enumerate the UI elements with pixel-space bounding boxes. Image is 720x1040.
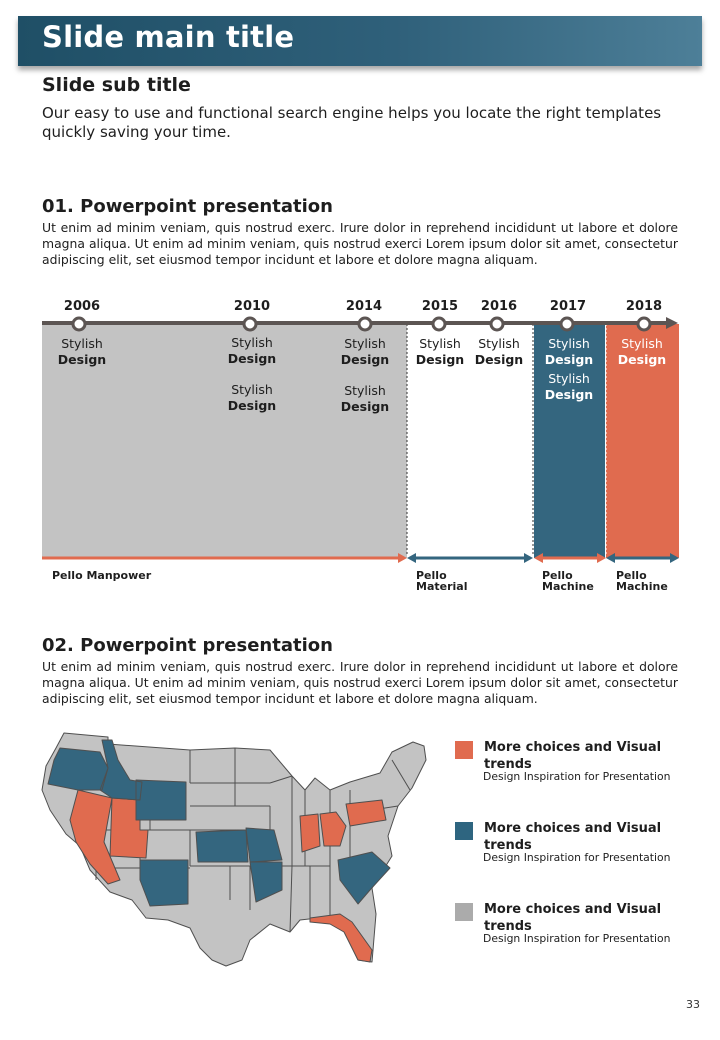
milestone-label: Stylish bbox=[621, 336, 663, 351]
milestone-label: Design bbox=[416, 352, 464, 367]
legend-swatch bbox=[455, 903, 473, 921]
timeline-markers bbox=[71, 316, 652, 332]
milestone-label: Design bbox=[228, 398, 276, 413]
map-region-teal bbox=[47, 739, 391, 907]
map-region-orange bbox=[69, 789, 387, 963]
range-arrow-icon bbox=[407, 553, 416, 563]
timeline-block-orange bbox=[606, 324, 679, 558]
milestone-label: Design bbox=[58, 352, 106, 367]
map-state-borders bbox=[95, 748, 411, 933]
timeline-marker bbox=[489, 316, 505, 332]
legend-swatch bbox=[455, 741, 473, 759]
milestone-label: Stylish bbox=[344, 383, 386, 398]
milestone-label: Design bbox=[341, 352, 389, 367]
intro-text: Our easy to use and functional search en… bbox=[42, 104, 662, 141]
legend-title: More choices and Visual trends bbox=[484, 902, 662, 934]
timeline-chart: 2006 2010 2014 2015 2016 2017 2018 Styli… bbox=[42, 299, 679, 593]
milestone-label: Design bbox=[228, 351, 276, 366]
timeline-marker bbox=[71, 316, 87, 332]
milestone-label: Stylish bbox=[344, 336, 386, 351]
milestone-label: Design bbox=[341, 399, 389, 414]
timeline-marker bbox=[242, 316, 258, 332]
range-label: Pello Manpower bbox=[52, 569, 152, 582]
range-label: Pello bbox=[616, 569, 647, 582]
legend-desc: Design Inspiration for Presentation bbox=[483, 851, 671, 864]
range-arrow-icon bbox=[398, 553, 407, 563]
range-arrow-icon bbox=[670, 553, 679, 563]
range-arrow-icon bbox=[606, 553, 615, 563]
year-2016: 2016 bbox=[481, 299, 517, 314]
year-2015: 2015 bbox=[422, 299, 458, 314]
slide-sub-title: Slide sub title bbox=[42, 74, 191, 96]
section-1-body: Ut enim ad minim veniam, quis nostrud ex… bbox=[42, 220, 678, 267]
milestone-label: Design bbox=[475, 352, 523, 367]
year-2017: 2017 bbox=[550, 299, 586, 314]
milestone-label: Stylish bbox=[548, 371, 590, 386]
milestone-label: Design bbox=[545, 352, 593, 367]
legend-title: More choices and Visual trends bbox=[484, 740, 662, 772]
legend-title: More choices and Visual trends bbox=[484, 821, 662, 853]
year-2018: 2018 bbox=[626, 299, 662, 314]
range-label: Machine bbox=[616, 580, 668, 593]
timeline-block-gray bbox=[42, 324, 407, 558]
range-arrow-icon bbox=[524, 553, 533, 563]
year-2014: 2014 bbox=[346, 299, 382, 314]
legend-swatch bbox=[455, 822, 473, 840]
section-2-body: Ut enim ad minim veniam, quis nostrud ex… bbox=[42, 659, 678, 706]
range-arrow-icon bbox=[534, 553, 543, 563]
range-arrow-icon bbox=[597, 553, 606, 563]
timeline-marker bbox=[559, 316, 575, 332]
milestone-label: Stylish bbox=[548, 336, 590, 351]
map-land bbox=[41, 732, 427, 967]
timeline-block-teal bbox=[534, 324, 605, 558]
timeline-years: 2006 2010 2014 2015 2016 2017 2018 bbox=[64, 299, 662, 314]
milestone-label: Stylish bbox=[478, 336, 520, 351]
milestone-label: Design bbox=[618, 352, 666, 367]
legend-desc: Design Inspiration for Presentation bbox=[483, 770, 671, 783]
section-1-title: 01. Powerpoint presentation bbox=[42, 196, 333, 217]
range-label: Material bbox=[416, 580, 467, 593]
slide-main-title: Slide main title bbox=[42, 20, 295, 54]
page-number: 33 bbox=[686, 998, 700, 1011]
title-banner bbox=[18, 16, 702, 66]
timeline-axis-arrow-icon bbox=[666, 317, 678, 329]
year-2010: 2010 bbox=[234, 299, 270, 314]
range-label: Machine bbox=[542, 580, 594, 593]
milestone-label: Stylish bbox=[231, 382, 273, 397]
timeline-labels: Stylish Design Stylish Design Stylish De… bbox=[58, 335, 666, 414]
range-label: Pello bbox=[542, 569, 573, 582]
timeline-marker bbox=[636, 316, 652, 332]
milestone-label: Stylish bbox=[231, 335, 273, 350]
milestone-label: Stylish bbox=[61, 336, 103, 351]
legend-desc: Design Inspiration for Presentation bbox=[483, 932, 671, 945]
timeline-ranges: Pello Manpower Pello Material Pello Mach… bbox=[42, 553, 679, 593]
timeline-marker bbox=[431, 316, 447, 332]
section-2-title: 02. Powerpoint presentation bbox=[42, 635, 333, 656]
milestone-label: Design bbox=[545, 387, 593, 402]
milestone-label: Stylish bbox=[419, 336, 461, 351]
year-2006: 2006 bbox=[64, 299, 100, 314]
timeline-marker bbox=[357, 316, 373, 332]
range-label: Pello bbox=[416, 569, 447, 582]
